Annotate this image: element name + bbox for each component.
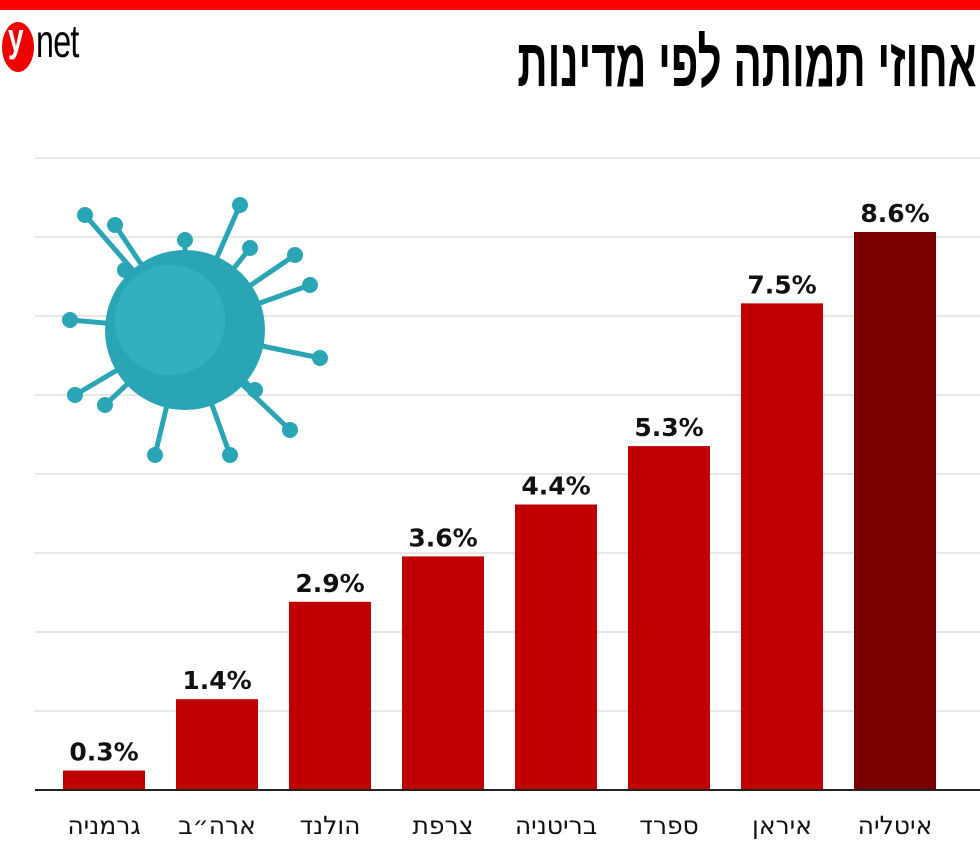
virus-spike-tip	[97, 397, 113, 413]
bar	[515, 504, 597, 790]
virus-spike-tip	[107, 217, 123, 233]
data-label: 7.5%	[747, 270, 816, 299]
data-label: 1.4%	[182, 666, 251, 695]
logo-y: y	[8, 16, 24, 60]
virus-spike-tip	[282, 422, 298, 438]
virus-spike-tip	[67, 387, 83, 403]
virus-spike-tip	[177, 232, 193, 248]
virus-spike-tip	[232, 197, 248, 213]
logo-net: net	[36, 15, 79, 67]
bar	[176, 699, 258, 790]
category-label: צרפת	[413, 811, 474, 840]
virus-spike-tip	[77, 207, 93, 223]
category-label: גרמניה	[67, 811, 140, 840]
bar	[63, 770, 145, 790]
category-label: ארה״ב	[178, 811, 256, 840]
virus-spike-tip	[247, 382, 263, 398]
virus-spike-tip	[312, 350, 328, 366]
bar	[854, 231, 936, 790]
bar	[741, 303, 823, 790]
data-label: 4.4%	[521, 471, 590, 500]
logo-circle	[2, 22, 34, 72]
data-label: 8.6%	[860, 199, 929, 228]
category-label: הולנד	[299, 811, 360, 840]
virus-spike-tip	[302, 277, 318, 293]
data-label: 0.3%	[69, 738, 138, 767]
category-label: בריטניה	[515, 811, 597, 840]
virus-highlight	[115, 265, 225, 375]
virus-spike-tip	[287, 247, 303, 263]
chart-title: אחוזי תמותה לפי מדינות	[516, 25, 976, 101]
virus-spike-tip	[147, 447, 163, 463]
category-label: איטליה	[858, 811, 933, 840]
category-label: איראן	[752, 811, 812, 840]
virus-spike-tip	[222, 447, 238, 463]
data-label: 2.9%	[295, 569, 364, 598]
virus-spike-tip	[242, 240, 258, 256]
top-brand-bar	[0, 0, 980, 10]
ynet-logo: y net	[2, 15, 132, 74]
data-label: 5.3%	[634, 413, 703, 442]
data-label: 3.6%	[408, 523, 477, 552]
category-label: ספרד	[639, 811, 699, 840]
bar	[628, 446, 710, 790]
bar	[289, 601, 371, 790]
virus-spike-tip	[62, 312, 78, 328]
bar	[402, 556, 484, 790]
